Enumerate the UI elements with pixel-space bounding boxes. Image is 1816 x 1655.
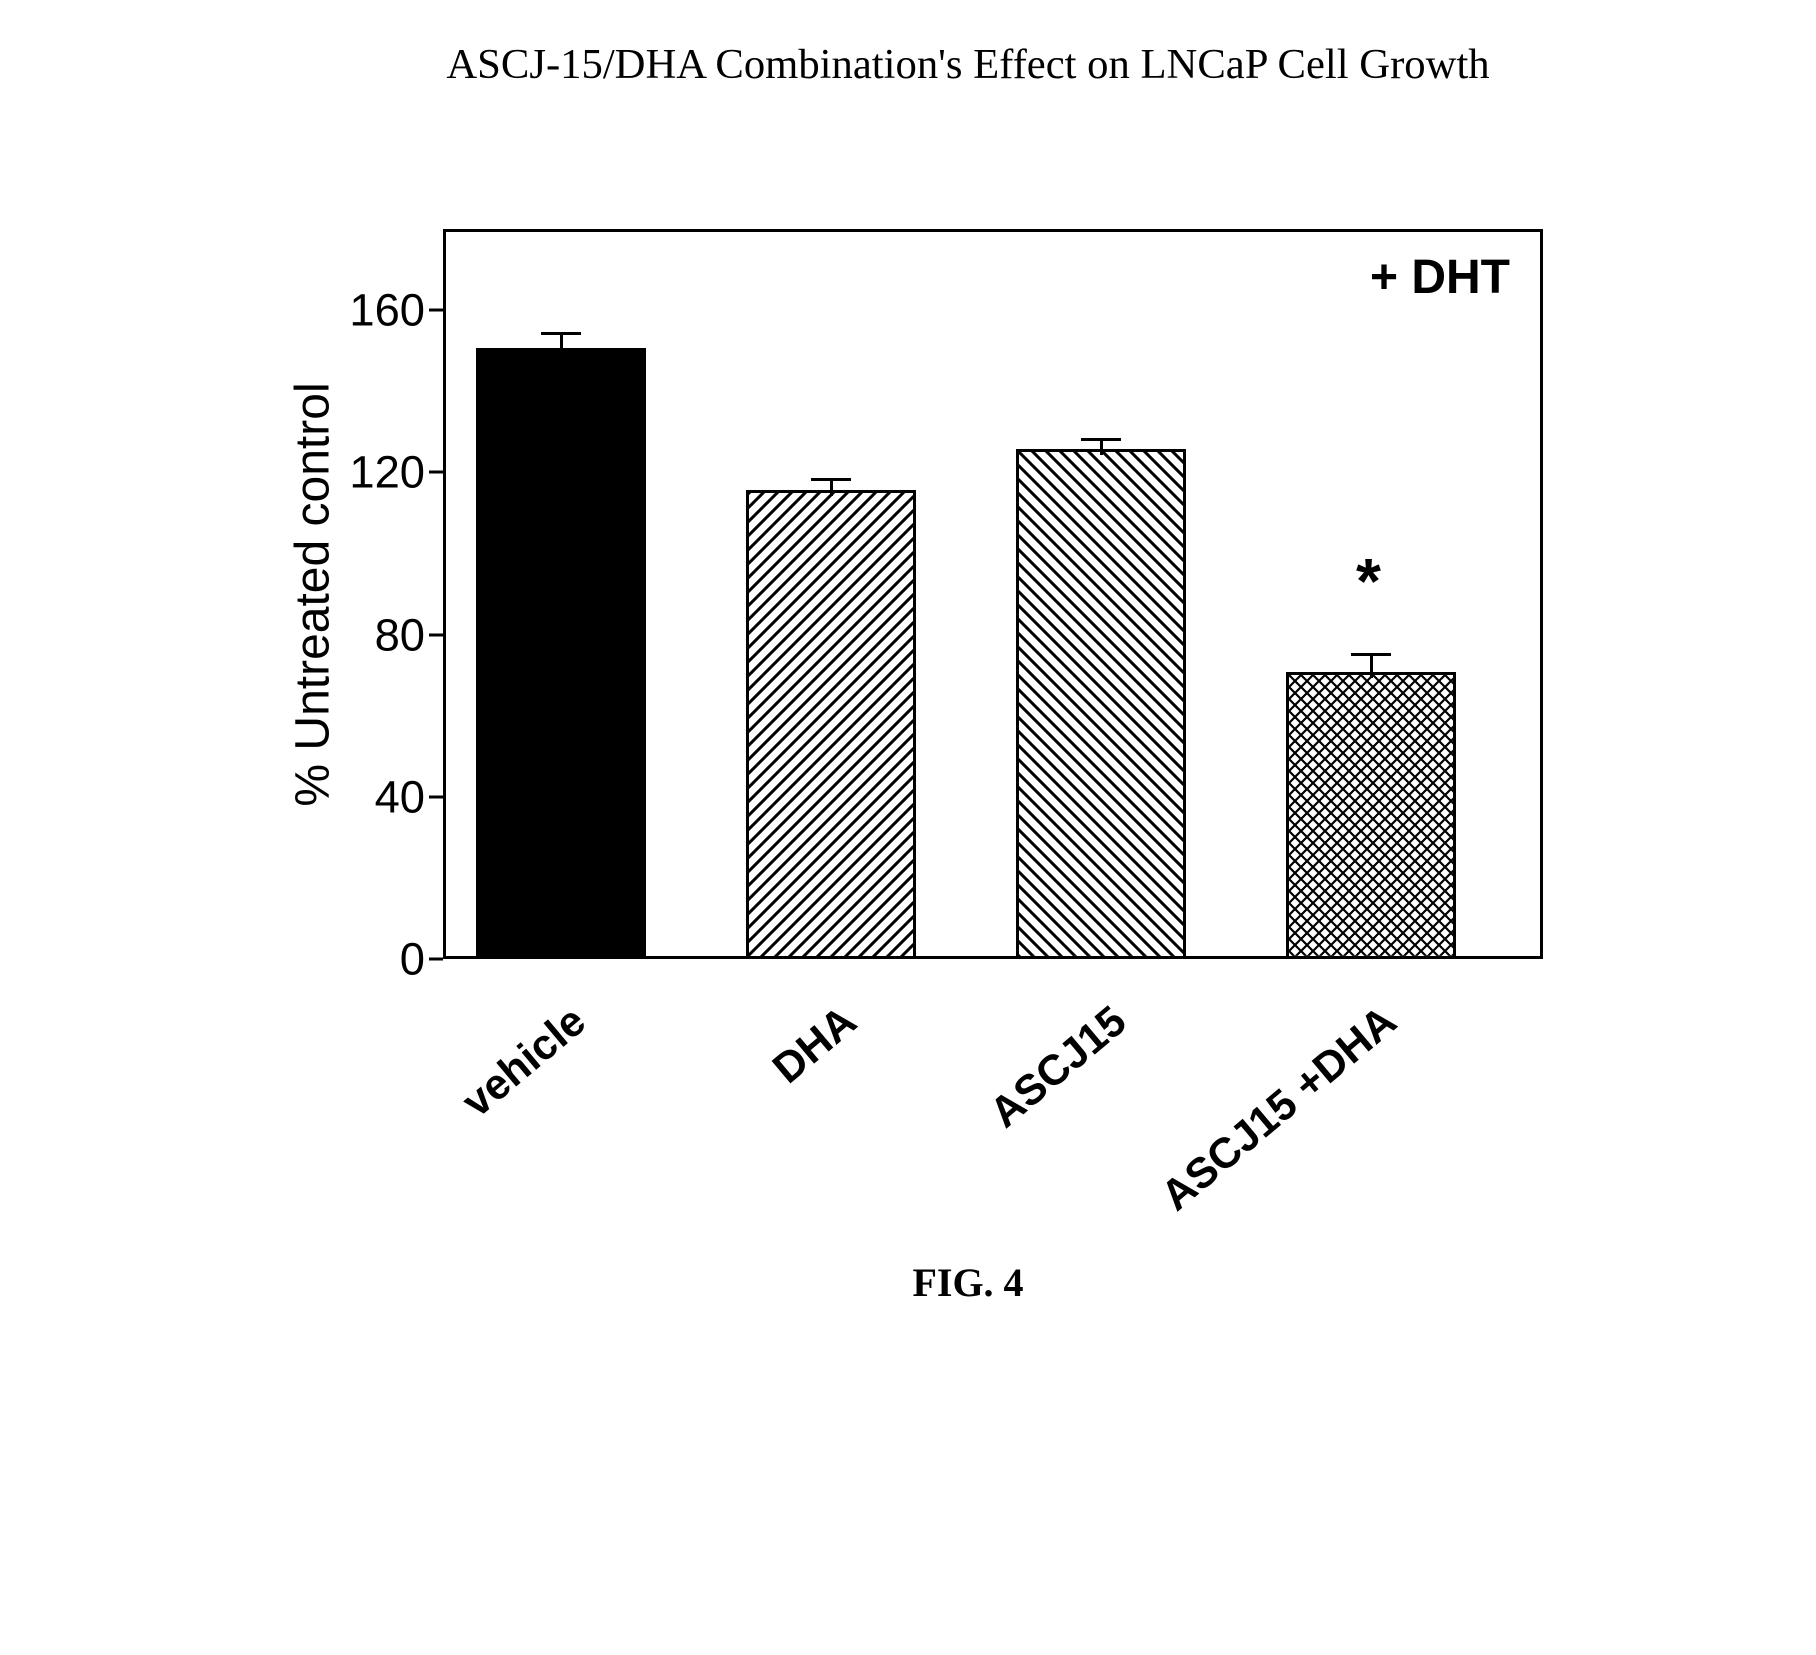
error-bar-cap [811, 478, 851, 481]
y-tick-label: 80 [375, 612, 425, 657]
y-axis-label: % Untreated control [286, 382, 341, 806]
error-bar [830, 479, 833, 495]
error-bar-cap [1081, 438, 1121, 441]
y-tick-mark [429, 471, 443, 474]
bar [746, 490, 916, 956]
x-tick-label: vehicle [453, 997, 595, 1128]
bar [1016, 449, 1186, 956]
x-tick-label: ASCJ15 +DHA [1152, 997, 1406, 1221]
y-tick-mark [429, 309, 443, 312]
chart-area: % Untreated control 04080120160 + DHT * … [40, 229, 1776, 1239]
x-tick-label: DHA [763, 997, 865, 1094]
y-tick-mark [429, 795, 443, 798]
chart-title: ASCJ-15/DHA Combination's Effect on LNCa… [40, 40, 1776, 89]
x-axis-labels: vehicle DHA ASCJ15ASCJ15 +DHA [443, 959, 1543, 1239]
plot-region: + DHT * [443, 229, 1543, 959]
y-tick-label: 0 [400, 936, 425, 981]
bar [1286, 672, 1456, 956]
y-tick-label: 160 [349, 287, 425, 332]
y-tick-label: 40 [375, 774, 425, 819]
y-axis-ticks: 04080120160 [353, 229, 443, 959]
error-bar [1100, 439, 1103, 455]
error-bar-cap [1351, 653, 1391, 656]
y-tick-mark [429, 958, 443, 961]
x-tick-label: ASCJ15 [981, 997, 1136, 1138]
y-tick-label: 120 [349, 450, 425, 495]
figure: ASCJ-15/DHA Combination's Effect on LNCa… [40, 40, 1776, 1306]
error-bar-cap [541, 332, 581, 335]
bar [476, 348, 646, 956]
error-bar [1370, 654, 1373, 678]
y-axis-label-wrap: % Untreated control [273, 229, 353, 959]
significance-marker: * [1356, 544, 1381, 618]
error-bar [560, 333, 563, 353]
figure-caption: FIG. 4 [40, 1259, 1776, 1306]
y-tick-mark [429, 633, 443, 636]
plot-annotation: + DHT [1370, 250, 1510, 305]
